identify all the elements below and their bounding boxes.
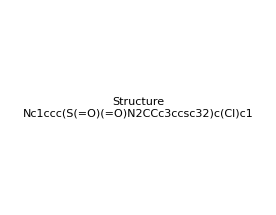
Text: Structure
Nc1ccc(S(=O)(=O)N2CCc3ccsc32)c(Cl)c1: Structure Nc1ccc(S(=O)(=O)N2CCc3ccsc32)c… xyxy=(23,97,253,119)
